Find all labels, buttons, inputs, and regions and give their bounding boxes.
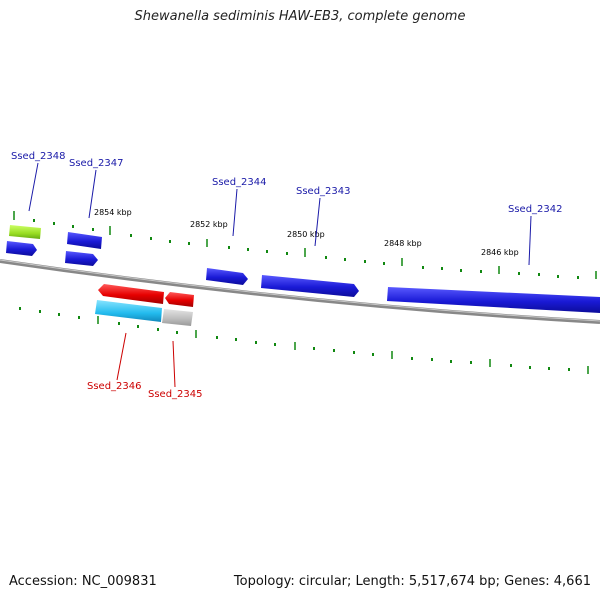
forward-leader-lines xyxy=(28,162,532,266)
rna-gene-ssed-2348[interactable] xyxy=(9,225,41,239)
reverse-leader-lines xyxy=(116,332,176,388)
reverse-gene-ssed-2346[interactable] xyxy=(98,284,164,304)
kbp-label-2846: 2846 kbp xyxy=(481,248,519,257)
gene-label-ssed-2343[interactable]: Ssed_2343 xyxy=(296,186,351,197)
forward-gene-ssed-2342[interactable] xyxy=(387,287,600,313)
gene-label-ssed-2347[interactable]: Ssed_2347 xyxy=(69,158,124,169)
gene-label-ssed-2344[interactable]: Ssed_2344 xyxy=(212,177,267,188)
lower-tick-marks xyxy=(19,307,589,374)
gene-label-ssed-2348[interactable]: Ssed_2348 xyxy=(11,151,66,162)
kbp-label-2852: 2852 kbp xyxy=(190,220,228,229)
forward-gene-ssed-2348-cds[interactable] xyxy=(6,241,37,256)
forward-gene-ssed-2347[interactable] xyxy=(67,232,102,249)
genome-title: Shewanella sediminis HAW-EB3, complete g… xyxy=(134,9,466,24)
forward-gene-ssed-2347-cds[interactable] xyxy=(65,251,98,266)
accession-text: Accession: NC_009831 xyxy=(9,574,157,589)
forward-gene-ssed-2344[interactable] xyxy=(206,268,248,285)
forward-gene-ssed-2343[interactable] xyxy=(261,275,359,297)
topology-text: Topology: circular; Length: 5,517,674 bp… xyxy=(233,574,591,589)
reverse-gene-ssed-2345[interactable] xyxy=(165,292,194,307)
kbp-label-2854: 2854 kbp xyxy=(94,208,132,217)
pseudo-gene-ssed-2345[interactable] xyxy=(162,309,193,326)
gene-label-ssed-2342[interactable]: Ssed_2342 xyxy=(508,204,563,215)
genome-backbone xyxy=(0,259,600,324)
cds-ssed-2346[interactable] xyxy=(95,300,162,322)
gene-label-ssed-2345[interactable]: Ssed_2345 xyxy=(148,389,203,400)
upper-tick-marks xyxy=(13,211,597,279)
kbp-label-2848: 2848 kbp xyxy=(384,239,422,248)
genome-backbone-highlight xyxy=(0,259,600,322)
kbp-label-2850: 2850 kbp xyxy=(287,230,325,239)
gene-label-ssed-2346[interactable]: Ssed_2346 xyxy=(87,381,142,392)
